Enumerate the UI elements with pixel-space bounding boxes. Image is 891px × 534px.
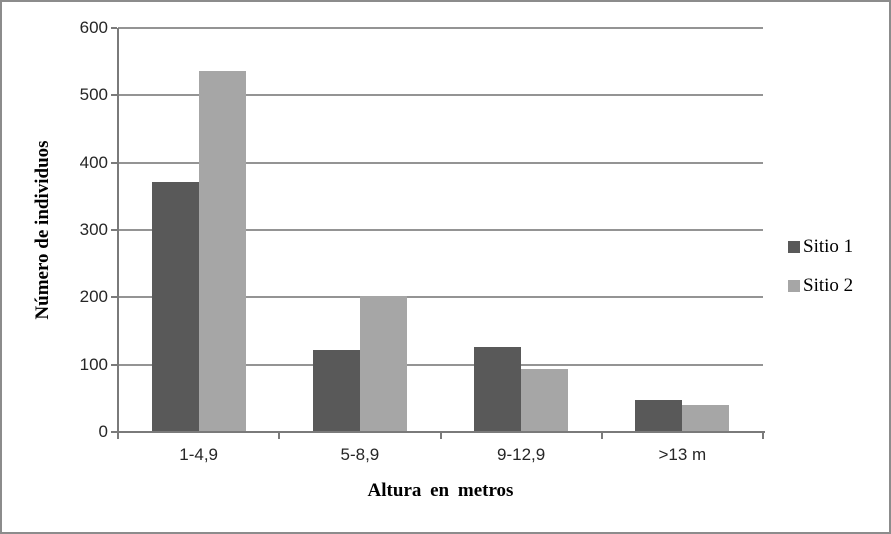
legend-item-sitio-2: Sitio 2 xyxy=(788,274,853,298)
x-tick-label-9-12-9: 9-12,9 xyxy=(497,445,546,464)
bar-sitio-2-5-8-9 xyxy=(359,296,407,431)
gridline-y-600 xyxy=(118,27,763,29)
x-tick-label--13-m: >13 m xyxy=(658,445,707,464)
y-axis-tick xyxy=(111,296,117,299)
legend-swatch-icon xyxy=(788,241,800,253)
legend-item-sitio-1: Sitio 1 xyxy=(788,235,853,259)
y-axis-tick xyxy=(111,363,117,366)
x-axis-title: Altura en metros xyxy=(367,480,514,501)
bar-sitio-1-5-8-9 xyxy=(312,350,360,431)
y-tick-label-500: 500 xyxy=(79,85,108,105)
y-tick-label-0: 0 xyxy=(98,422,108,441)
legend-swatch-icon xyxy=(788,280,800,292)
y-tick-label-200: 200 xyxy=(79,287,108,307)
x-axis-tick xyxy=(117,432,119,439)
y-tick-label-100: 100 xyxy=(79,354,108,374)
y-axis-tick xyxy=(111,161,117,164)
legend: Sitio 1 Sitio 2 xyxy=(788,235,853,313)
gridline-y-200 xyxy=(118,296,763,299)
x-axis-tick xyxy=(278,432,281,439)
gridline-y-100 xyxy=(118,363,763,366)
bar-sitio-2-9-12-9 xyxy=(521,369,569,431)
y-tick-label-400: 400 xyxy=(79,152,108,172)
y-axis-line xyxy=(117,28,119,434)
legend-label: Sitio 1 xyxy=(803,236,854,257)
x-axis-tick xyxy=(600,432,603,439)
gridline-y-500 xyxy=(118,94,763,97)
legend-label: Sitio 2 xyxy=(803,275,854,296)
bar-sitio-1-1-4-9 xyxy=(151,181,199,431)
bar-sitio-2-1-4-9 xyxy=(198,70,246,431)
gridline-y-300 xyxy=(118,229,763,231)
x-axis-tick xyxy=(762,432,764,439)
x-tick-label-5-8-9: 5-8,9 xyxy=(340,445,380,464)
x-tick-label-1-4-9: 1-4,9 xyxy=(179,445,218,464)
plot-area xyxy=(111,27,765,439)
bar-sitio-1-9-12-9 xyxy=(474,346,522,431)
gridline-y-400 xyxy=(118,161,763,164)
x-axis-tick xyxy=(439,432,442,439)
y-axis-tick xyxy=(111,229,117,231)
x-axis-line xyxy=(112,431,765,433)
y-tick-label-600: 600 xyxy=(79,18,108,37)
bar-sitio-2--13-m xyxy=(682,405,730,431)
bar-sitio-1--13-m xyxy=(635,400,683,431)
y-axis-tick xyxy=(111,94,117,97)
y-axis-tick xyxy=(111,27,117,29)
y-tick-label-300: 300 xyxy=(79,220,108,239)
